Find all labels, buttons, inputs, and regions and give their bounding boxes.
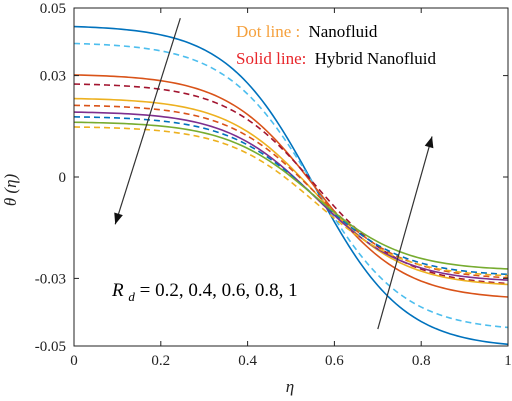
y-tick-label: 0 <box>59 170 67 186</box>
series-line-4 <box>73 83 509 285</box>
trend-arrowhead-2 <box>424 136 434 149</box>
parameter-values: = 0.2, 0.4, 0.6, 0.8, 1 <box>140 280 298 301</box>
legend-nanofluid-label: Nanofluid <box>308 22 377 41</box>
x-axis-label: η <box>286 377 294 396</box>
tick-group: 0 0.2 0.4 0.6 0.8 1 -0.05 -0.03 0 0.03 0.05 <box>35 1 512 369</box>
legend-nanofluid: Dot line : Nanofluid <box>236 22 378 41</box>
series-line-8 <box>73 116 509 276</box>
y-tick-label: -0.03 <box>35 271 66 287</box>
x-tick-label: 0.6 <box>325 353 344 369</box>
series-line-7 <box>73 111 509 281</box>
legend-hybrid-label: Hybrid Nanofluid <box>315 49 437 68</box>
y-axis-label: θ (η) <box>1 173 20 206</box>
trend-arrow-1 <box>114 17 181 225</box>
arrow-group <box>114 17 434 330</box>
trend-arrow-2 <box>377 136 433 330</box>
series-group <box>73 25 509 346</box>
series-line-3 <box>73 74 509 298</box>
series-line-6 <box>73 104 509 279</box>
series-line-1 <box>73 25 509 346</box>
series-line-2 <box>73 42 509 329</box>
x-tick-label: 1 <box>504 353 512 369</box>
x-tick-label: 0.4 <box>238 353 257 369</box>
x-tick-label: 0.8 <box>412 353 431 369</box>
x-tick-label: 0.2 <box>151 353 170 369</box>
x-tick-label: 0 <box>70 353 78 369</box>
y-tick-label: -0.05 <box>35 339 66 355</box>
legend-hybrid-prefix: Solid line: <box>236 49 306 68</box>
legend-hybrid-nanofluid: Solid line: Hybrid Nanofluid <box>236 49 436 68</box>
parameter-annotation: R d = 0.2, 0.4, 0.6, 0.8, 1 <box>111 280 298 306</box>
legend-nanofluid-prefix: Dot line : <box>236 22 300 41</box>
y-tick-label: 0.05 <box>40 1 66 17</box>
series-line-10 <box>73 126 509 277</box>
trend-arrowhead-1 <box>114 212 123 225</box>
y-tick-label: 0.03 <box>40 69 66 85</box>
parameter-symbol: R <box>111 280 124 301</box>
parameter-subscript: d <box>128 289 135 304</box>
series-line-5 <box>73 97 509 286</box>
